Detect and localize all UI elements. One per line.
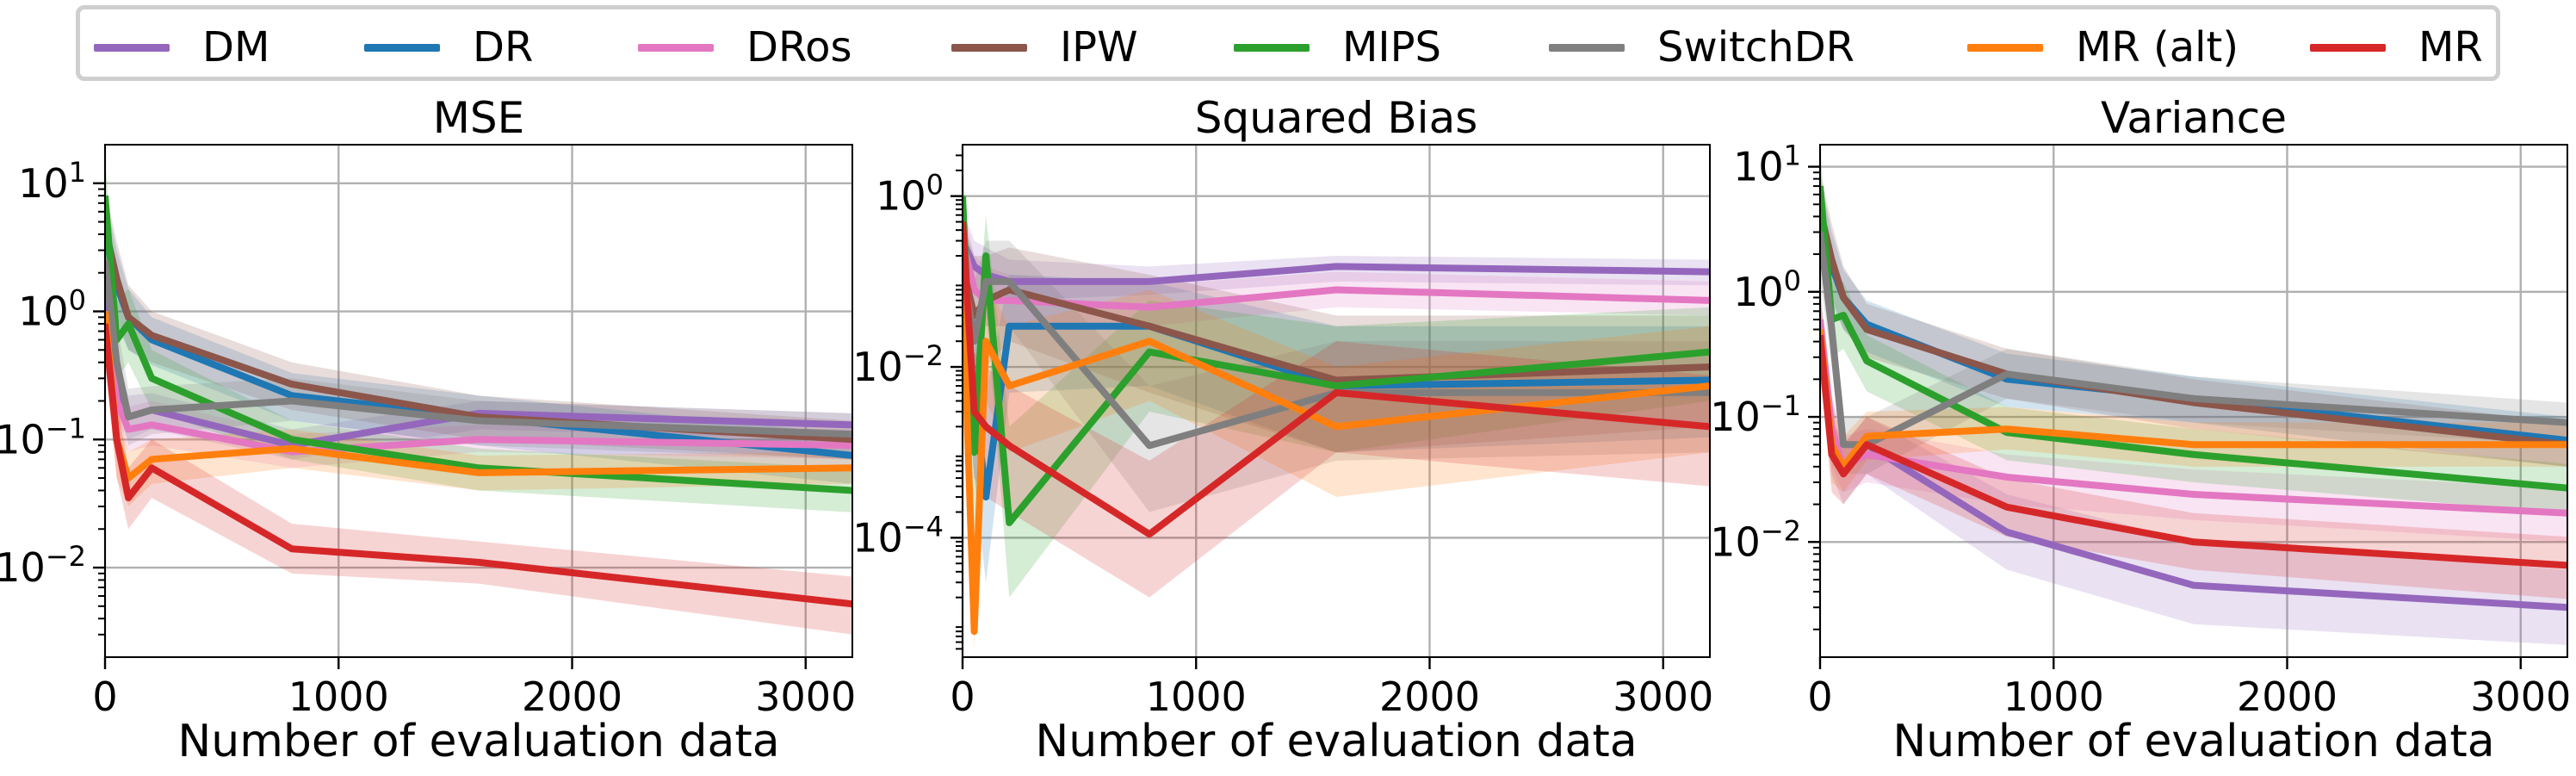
legend-swatch [1967,43,2043,52]
band-mips [105,160,852,512]
axes-frame [1819,144,2568,658]
legend-label: DR [473,23,534,71]
legend: DM DR DRos IPW MIPS SwitchDR MR (alt) M [76,5,2500,81]
plot-area [1820,148,2567,645]
legend-label: MIPS [1342,23,1441,71]
legend-swatch [1234,43,1310,52]
x-tick-label: 0 [950,674,975,720]
series-line-mr [1820,334,2567,569]
x-tick-label: 2000 [2237,674,2338,720]
band-dm [105,262,852,460]
series-line-ipw [105,227,852,444]
legend-label: MR [2418,23,2483,71]
x-tick-label: 0 [92,674,117,720]
series-line-dros [105,311,852,456]
legend-label: DRos [746,23,852,71]
band-switchdr [963,221,1710,512]
legend-swatch [1549,43,1625,52]
series-line-mr [963,221,1710,538]
legend-swatch [364,43,440,52]
x-tick-label: 3000 [1613,674,1713,720]
panel-title: Variance [2101,93,2287,143]
legend-item-switchdr: SwitchDR [1549,9,1855,85]
series-line-ipw [1820,209,2567,449]
series-line-mips [963,196,1710,526]
legend-swatch [638,43,714,52]
panel-title: Squared Bias [1195,93,1478,143]
x-tick-label: 3000 [2470,674,2571,720]
legend-label: IPW [1060,23,1138,71]
y-tick-label: 10−2 [0,540,86,591]
series-line-switchdr [105,259,852,438]
legend-item-mr-alt: MR (alt) [1967,9,2239,85]
x-axis-label: Number of evaluation data [1035,716,1637,767]
x-tick-label: 1000 [2003,674,2104,720]
band-dr [1820,178,2567,467]
x-axis-label: Number of evaluation data [1892,716,2494,767]
y-tick-label: 100 [876,169,944,220]
x-tick-label: 0 [1807,674,1832,720]
band-switchdr [1820,194,2567,475]
y-tick-label: 10−2 [852,339,944,390]
band-mr [1820,297,2567,599]
y-tick-label: 100 [18,284,86,335]
band-dr [105,196,852,484]
legend-item-mr: MR [2310,9,2483,85]
series-line-mr-alt [963,281,1710,636]
y-tick-label: 10−1 [1710,389,1801,440]
series-line-mr [105,323,852,608]
legend-item-dm: DM [94,9,269,85]
x-tick-label: 2000 [1379,674,1480,720]
series-line-ipw [963,265,1710,384]
y-tick-label: 10−2 [1710,514,1801,565]
legend-swatch [94,43,170,52]
panel-title: MSE [433,93,524,143]
x-axis-label: Number of evaluation data [177,716,779,767]
band-dm [963,209,1710,301]
y-tick-label: 10−1 [0,412,86,462]
band-ipw [105,189,852,460]
y-tick-label: 101 [18,156,86,207]
legend-item-dr: DR [364,9,533,85]
y-tick-label: 10−4 [852,510,944,561]
band-mips [1820,148,2567,513]
legend-item-ipw: IPW [951,9,1138,85]
series-line-dros [963,239,1710,311]
x-tick-label: 1000 [288,674,389,720]
legend-label: SwitchDR [1657,23,1855,71]
y-tick-label: 101 [1733,140,1801,190]
panel-variance: 0 1000 2000 3000 10−2 10−1 100 101 Variance Numbe… [1710,93,2571,767]
legend-item-dros: DRos [638,9,852,85]
band-mips [963,155,1710,598]
band-ipw [1820,172,2567,467]
panel-mse: 0 1000 2000 3000 10−2 10−1 100 101 MSE Number of … [0,93,856,767]
panel-squared-bias: 0 1000 2000 3000 10−4 10−2 100 Squared Bias Numb… [852,93,1713,767]
y-tick-label: 100 [1733,264,1801,315]
x-tick-label: 2000 [522,674,622,720]
x-tick-label: 3000 [755,674,856,720]
plot-area [105,160,852,635]
legend-swatch [2310,43,2386,52]
legend-label: DM [202,23,270,71]
legend-item-mips: MIPS [1234,9,1441,85]
x-tick-label: 1000 [1146,674,1247,720]
legend-swatch [951,43,1027,52]
legend-label: MR (alt) [2076,23,2239,71]
plot-area [963,155,1710,649]
